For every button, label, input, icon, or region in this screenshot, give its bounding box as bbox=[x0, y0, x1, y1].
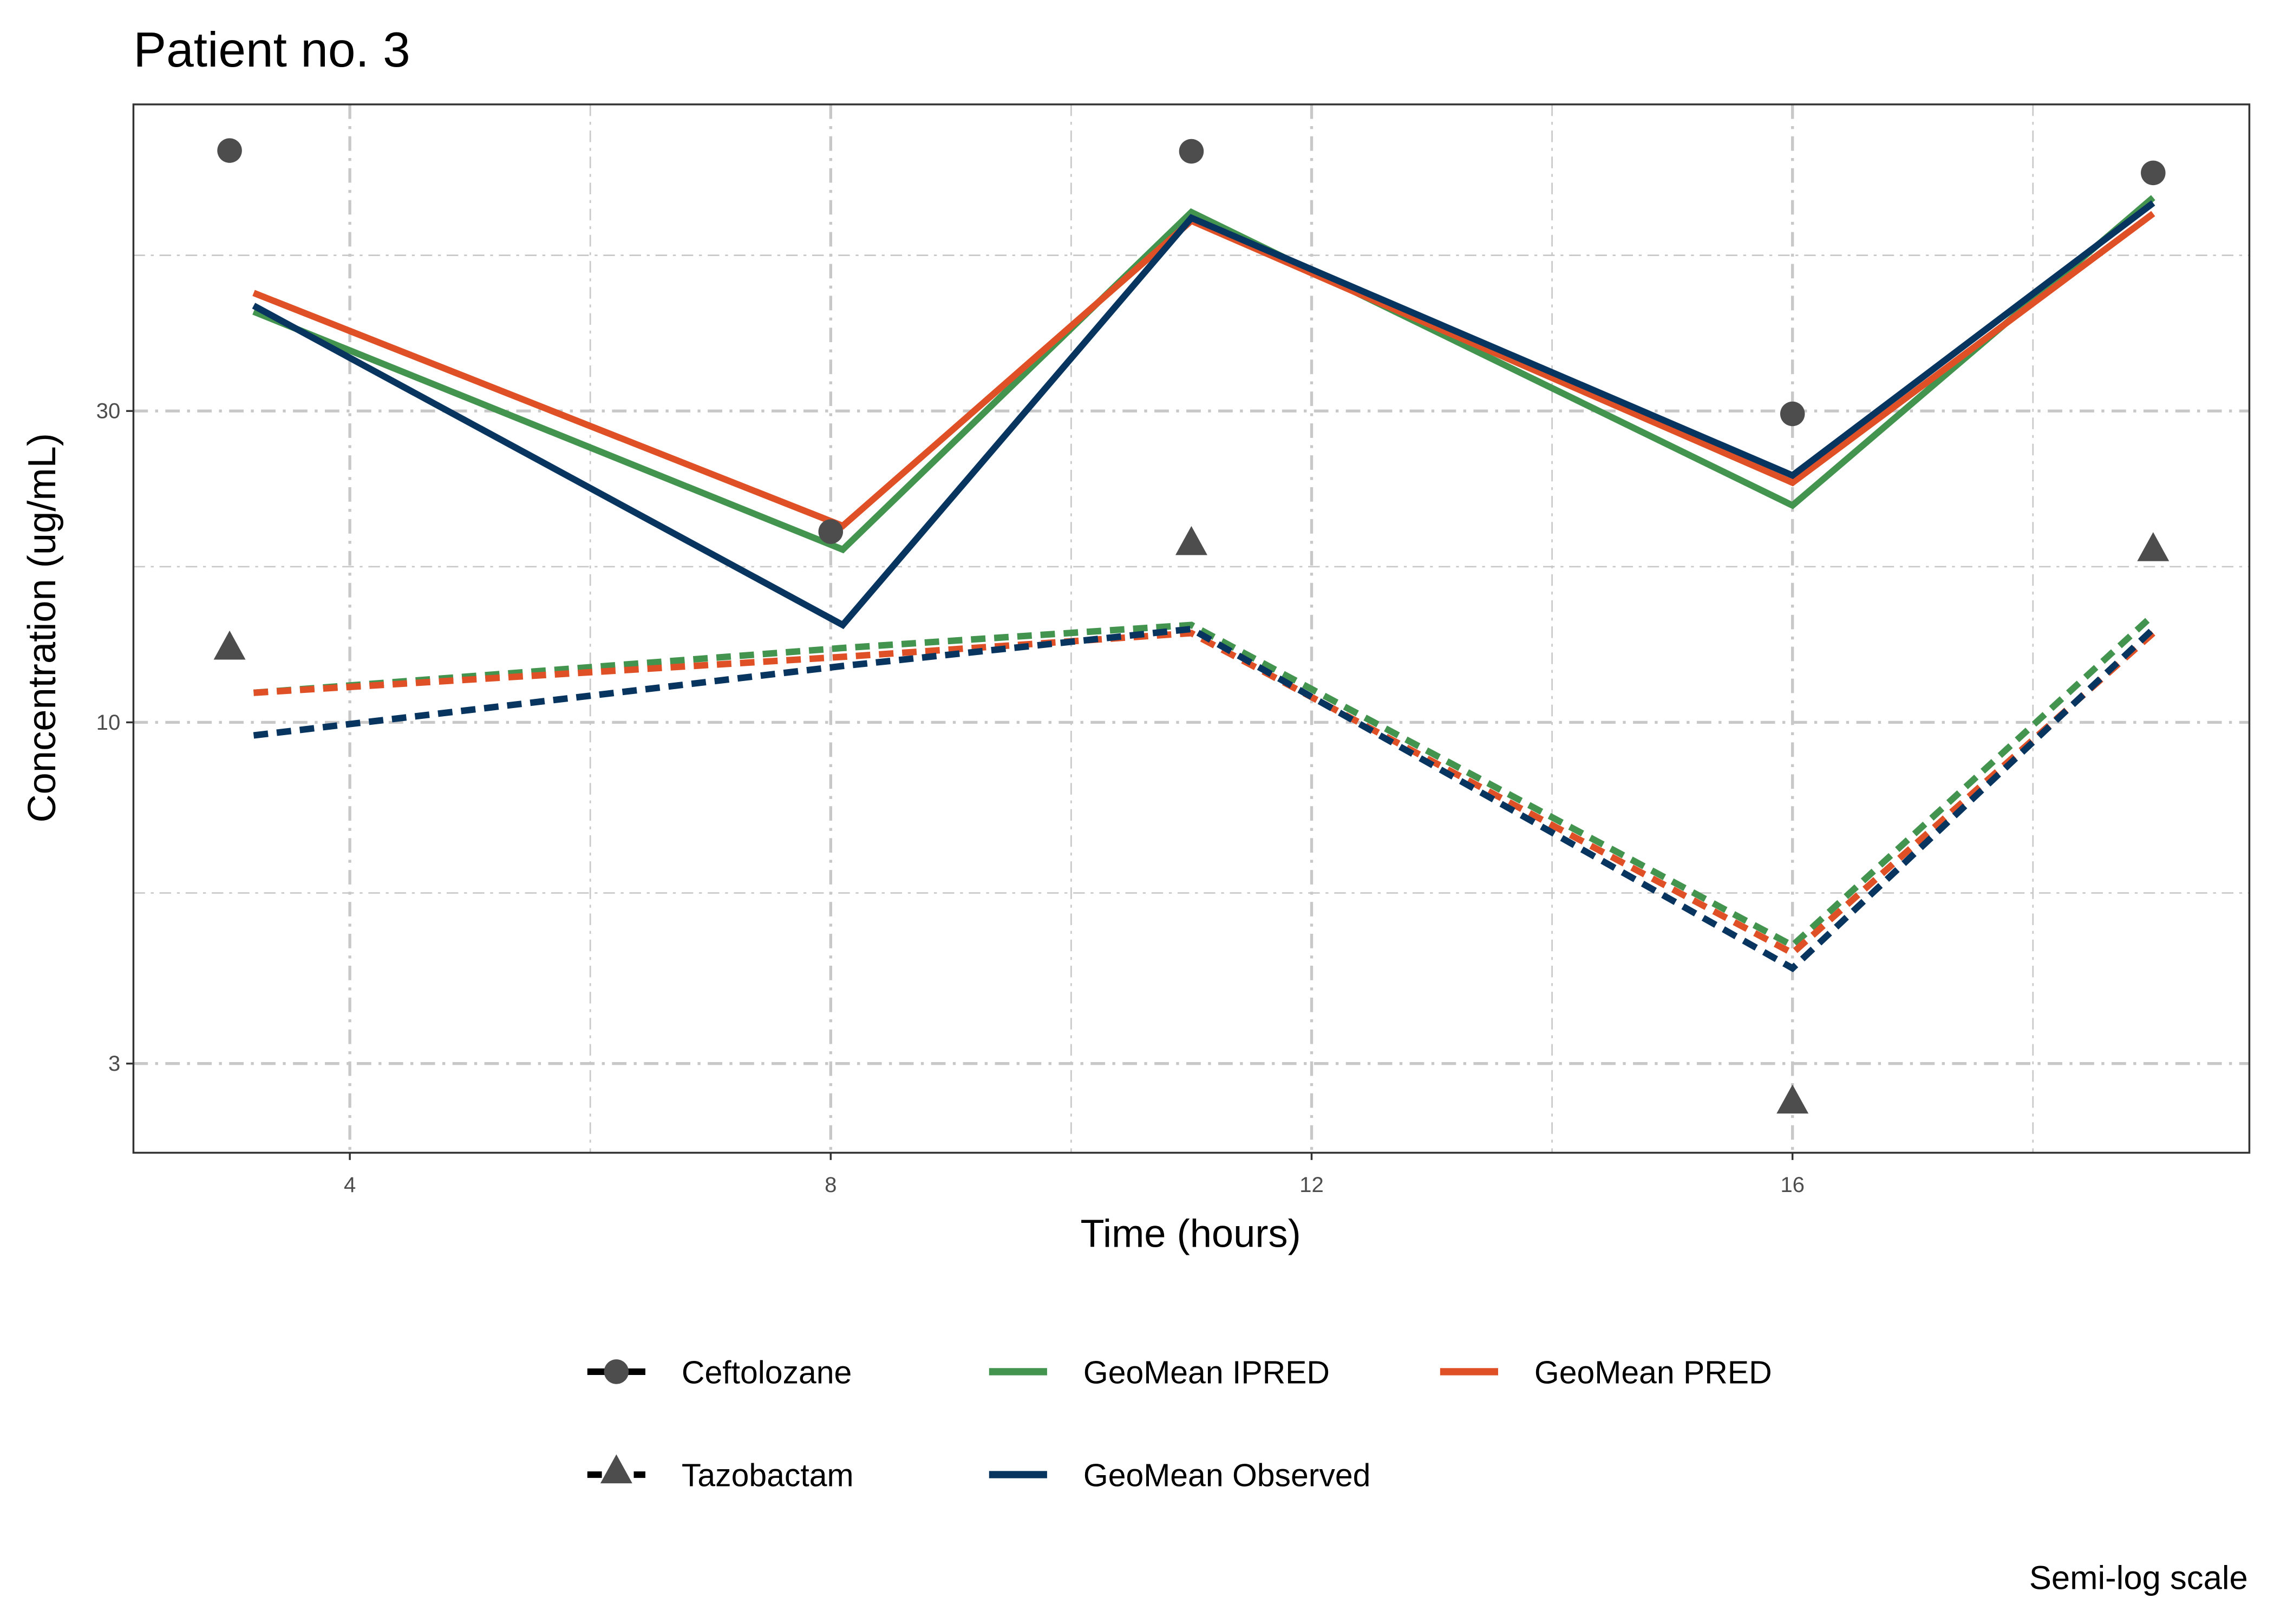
data-point-tazobactam bbox=[213, 630, 246, 660]
observed-points bbox=[213, 138, 2170, 1114]
data-point-ceftolozane bbox=[818, 519, 844, 544]
caption: Semi-log scale bbox=[2029, 1560, 2248, 1597]
x-tick-label: 12 bbox=[1299, 1173, 1324, 1197]
data-point-ceftolozane bbox=[2141, 160, 2166, 186]
x-axis-label: Time (hours) bbox=[1081, 1213, 1301, 1256]
x-tick-label: 4 bbox=[344, 1173, 356, 1197]
data-point-ceftolozane bbox=[217, 138, 242, 163]
series-line-ceftolozane-geomean-pred bbox=[252, 211, 2155, 530]
series-line-ceftolozane-geomean-observed bbox=[252, 200, 2155, 630]
legend-label-geomean-ipred: GeoMean IPRED bbox=[1083, 1355, 1330, 1390]
y-tick-label: 10 bbox=[96, 710, 121, 735]
y-tick-label: 3 bbox=[108, 1051, 120, 1076]
data-point-ceftolozane bbox=[1780, 401, 1805, 427]
data-point-tazobactam bbox=[1175, 526, 1207, 555]
legend-label-ceftolozane: Ceftolozane bbox=[682, 1355, 852, 1390]
y-axis-label: Concentration (ug/mL) bbox=[21, 433, 64, 822]
legend: Ceftolozane Tazobactam GeoMean IPRED GeoMea… bbox=[587, 1355, 1772, 1494]
series-line-tazobactam-geomean-observed bbox=[253, 625, 2155, 972]
data-point-tazobactam bbox=[1776, 1084, 1809, 1114]
x-axis: 4 8 12 16 bbox=[344, 1152, 1805, 1197]
series-lines bbox=[252, 195, 2155, 972]
legend-label-tazobactam: Tazobactam bbox=[682, 1458, 854, 1494]
chart-title: Patient no. 3 bbox=[133, 23, 410, 77]
legend-label-geomean-observed: GeoMean Observed bbox=[1083, 1458, 1370, 1494]
data-point-tazobactam bbox=[2137, 532, 2170, 561]
y-axis: 3 10 30 bbox=[96, 399, 134, 1076]
legend-circle-icon bbox=[604, 1359, 629, 1384]
legend-triangle-icon bbox=[600, 1454, 632, 1484]
plot-border bbox=[132, 103, 2251, 1154]
x-tick-label: 16 bbox=[1780, 1173, 1805, 1197]
legend-label-geomean-pred: GeoMean PRED bbox=[1534, 1355, 1772, 1390]
series-line-ceftolozane-geomean-ipred bbox=[252, 195, 2155, 554]
y-tick-label: 30 bbox=[96, 399, 121, 423]
grid bbox=[133, 104, 2250, 1153]
data-point-ceftolozane bbox=[1179, 139, 1204, 164]
series-line-tazobactam-geomean-pred bbox=[253, 630, 2155, 957]
x-tick-label: 8 bbox=[825, 1173, 837, 1197]
series-line-tazobactam-geomean-ipred bbox=[253, 612, 2155, 949]
